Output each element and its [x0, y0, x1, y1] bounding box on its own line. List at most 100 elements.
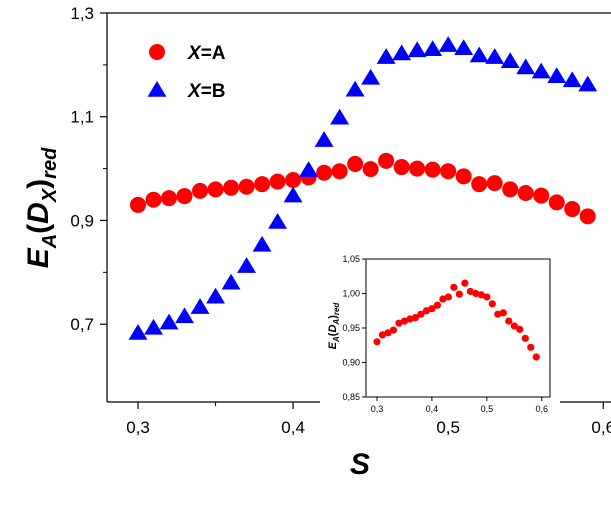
x-tick-label: 0,3: [126, 418, 150, 437]
inset-point: [400, 317, 409, 325]
series-B-point: [469, 46, 489, 63]
y-label-d: D: [22, 202, 55, 224]
series-B-point: [268, 213, 288, 229]
series-A-point: [440, 163, 457, 180]
series-B-point: [345, 80, 365, 97]
inset-x-tick-label: 0,6: [536, 404, 549, 414]
series-B-point: [283, 186, 303, 203]
series-A-point: [471, 176, 488, 193]
series-A-point: [331, 163, 348, 180]
series-A-point: [347, 155, 364, 172]
inset-point: [455, 290, 463, 298]
series-B-point: [221, 273, 241, 290]
inset-y-axis-label: EA(DA)red: [327, 302, 341, 350]
inset-y-tick-label: 1,05: [342, 254, 360, 264]
y-label-sub1: A: [39, 234, 61, 249]
series-A-point: [254, 176, 271, 193]
inset-point: [406, 315, 414, 323]
series-A-point: [517, 184, 534, 201]
inset-y-tick-label: 0,90: [342, 358, 360, 368]
series-A-point: [486, 175, 503, 192]
y-label-close: ): [22, 179, 55, 189]
y-tick-label: 0,7: [70, 315, 94, 334]
series-A-point: [424, 161, 441, 178]
inset-point: [521, 334, 529, 342]
series-B-point: [175, 307, 194, 324]
series-B-point: [252, 235, 272, 252]
series-A-point: [207, 181, 224, 198]
inset-point: [450, 283, 458, 291]
x-tick-label: 0,4: [281, 418, 305, 437]
inset-point: [428, 305, 436, 313]
series-A-point: [378, 152, 395, 169]
series-B-point: [144, 318, 163, 335]
inset-point: [384, 329, 392, 337]
inset-y-label-sub3: red: [332, 302, 341, 316]
series-A-point: [285, 172, 302, 189]
inset-x-tick-label: 0,3: [371, 404, 384, 414]
inset-point: [461, 279, 469, 287]
legend-marker-A: [149, 44, 165, 60]
inset-y-label-d: D: [327, 325, 339, 333]
inset-x-tick-label: 0,5: [481, 404, 494, 414]
inset-point: [411, 314, 420, 322]
series-A-point: [238, 178, 255, 195]
inset-point: [494, 310, 502, 318]
inset-y-tick-label: 0,95: [342, 323, 360, 333]
inset-point: [378, 331, 387, 339]
inset-point: [439, 295, 447, 303]
series-B-point: [314, 131, 334, 147]
series-B-point: [578, 75, 598, 92]
y-tick-label: 1,1: [70, 108, 94, 127]
series-B-point: [159, 313, 179, 330]
series-A-point: [269, 173, 286, 190]
series-A-point: [579, 208, 596, 225]
inset-point: [395, 319, 403, 327]
series-A-point: [145, 191, 162, 208]
legend-suffix: =B: [201, 81, 226, 102]
inset-background: [320, 248, 560, 420]
legend-label-A: X=A: [187, 43, 226, 64]
series-A-point: [564, 201, 581, 218]
inset-point: [373, 338, 381, 346]
series-A-point: [533, 187, 550, 204]
inset-y-tick-label: 1,00: [342, 289, 360, 299]
series-B-point: [330, 108, 350, 125]
inset-point: [477, 291, 485, 299]
legend-label-B: X=B: [187, 81, 226, 102]
legend-prefix: X: [187, 43, 202, 64]
series-A-point: [161, 190, 178, 207]
series-A-point: [362, 161, 379, 178]
inset-y-label-open: (: [327, 332, 339, 336]
series-B-point: [407, 41, 427, 58]
legend-marker-B: [147, 81, 167, 97]
series-B-point: [438, 36, 458, 52]
y-tick-label: 1,3: [70, 4, 94, 23]
y-label-open: (: [22, 224, 55, 234]
inset-y-label-sub2: A: [332, 319, 341, 326]
series-A-point: [176, 188, 193, 205]
series-B-point: [562, 71, 582, 88]
inset-y-label-close: ): [327, 315, 339, 319]
inset-point: [433, 301, 442, 309]
x-tick-label: 0,6: [591, 418, 611, 437]
series-B-point: [454, 39, 474, 56]
y-label-sub2: X: [39, 187, 61, 203]
series-B-point: [531, 62, 551, 79]
y-axis-label: EA(DX)red: [22, 147, 61, 268]
series-A-point: [409, 160, 426, 177]
inset-point: [466, 287, 474, 296]
inset-point: [472, 289, 480, 298]
inset-y-label-sub1: A: [332, 336, 341, 343]
inset-x-tick-label: 0,4: [426, 404, 439, 414]
series-A-point: [223, 179, 240, 196]
inset-point: [505, 317, 513, 325]
inset-point: [488, 300, 496, 308]
series-B-point: [190, 298, 210, 314]
series-B-point: [392, 44, 412, 61]
series-B-point: [299, 161, 319, 177]
series-A-point: [393, 159, 410, 176]
inset-y-tick-label: 0,85: [342, 392, 360, 402]
y-tick-label: 0,9: [70, 211, 94, 230]
